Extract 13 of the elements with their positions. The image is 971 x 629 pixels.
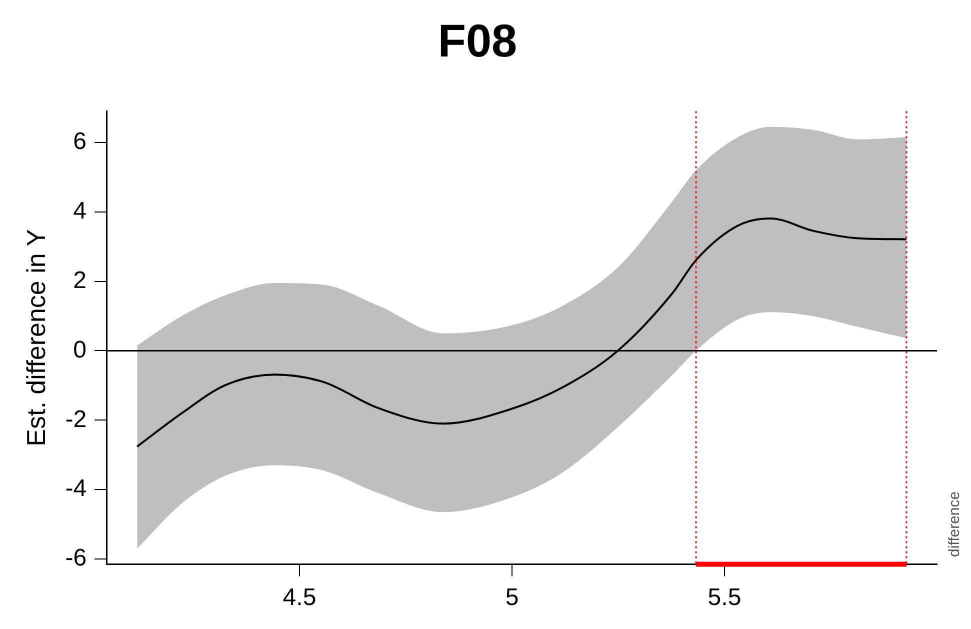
- chart-title: F08: [438, 14, 518, 66]
- y-tick-label: 2: [73, 266, 87, 294]
- y-tick-label: -2: [65, 406, 87, 433]
- y2-axis-title: difference: [946, 491, 964, 558]
- x-tick-label: 5: [505, 584, 519, 612]
- y-tick-label: 0: [73, 336, 87, 364]
- y-tick-label: 6: [73, 128, 87, 156]
- y-tick-label: -6: [65, 544, 87, 572]
- x-tick-label: 5.5: [708, 584, 742, 612]
- y-tick-label: -4: [65, 475, 87, 502]
- y-axis-title: Est. difference in Y: [20, 229, 51, 446]
- x-tick-label: 4.5: [282, 584, 316, 612]
- y-tick-label: 4: [73, 197, 87, 224]
